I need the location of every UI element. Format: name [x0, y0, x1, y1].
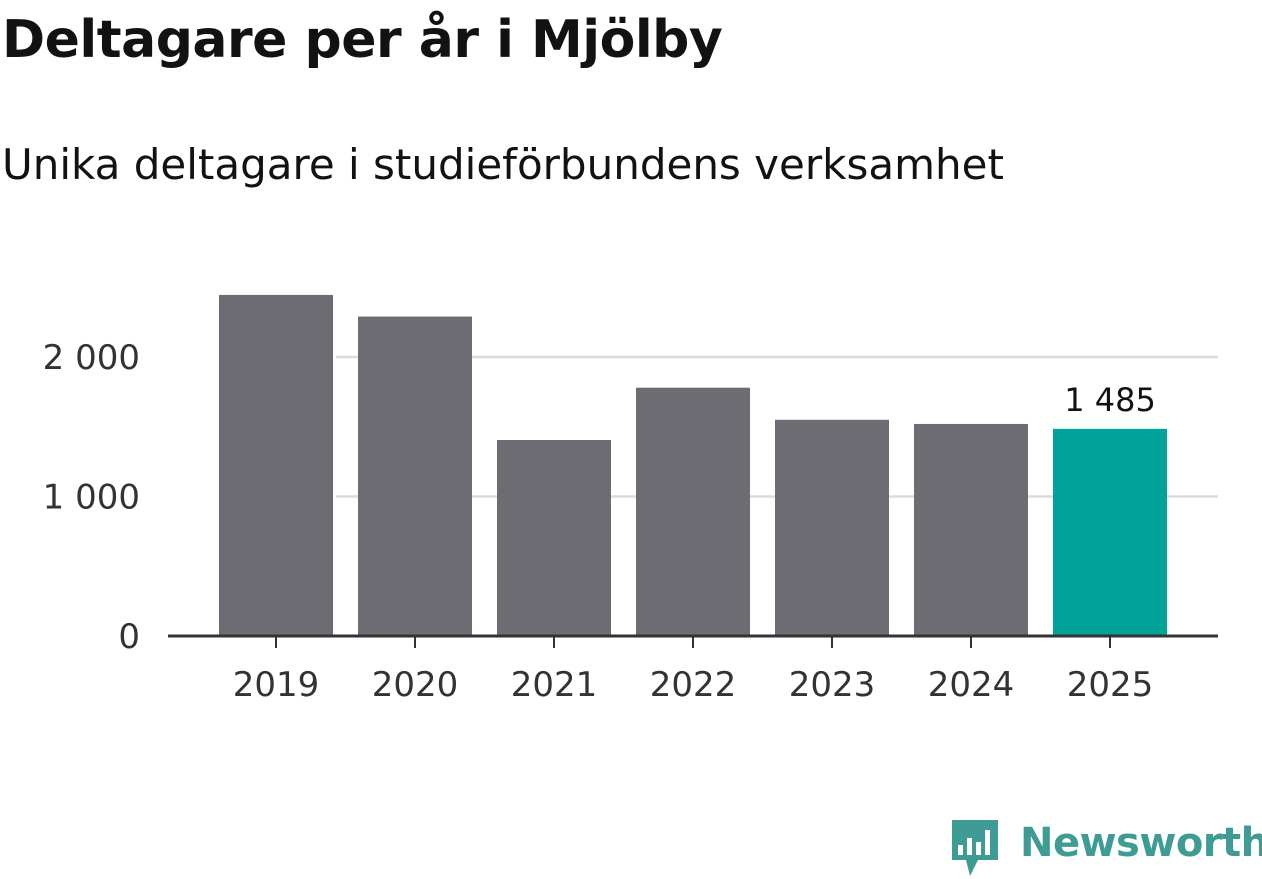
x-tick-label: 2020 — [372, 665, 459, 705]
newsworthy-logo: Newsworthy — [948, 818, 1262, 878]
labels: 0 1 000 2 000 1 485 2019 2020 2021 2022 2023 2024… — [43, 338, 1156, 705]
bar-2025 — [1053, 428, 1167, 636]
y-tick-label: 2 000 — [43, 338, 140, 378]
bar-2021 — [497, 440, 611, 636]
x-tick-label: 2025 — [1067, 665, 1154, 705]
bar-2024 — [914, 423, 1028, 636]
x-tick-label: 2023 — [789, 665, 876, 705]
bars — [219, 294, 1167, 636]
newsworthy-logo-icon — [952, 820, 998, 876]
bar-2019 — [219, 294, 333, 636]
data-label: 1 485 — [1064, 381, 1156, 419]
x-tick-label: 2024 — [928, 665, 1015, 705]
bar-2020 — [358, 316, 472, 636]
bar-2022 — [636, 387, 750, 636]
x-tick-label: 2022 — [650, 665, 737, 705]
y-tick-label: 1 000 — [43, 478, 140, 518]
y-tick-label: 0 — [118, 617, 140, 657]
newsworthy-logo-text: Newsworthy — [1020, 820, 1262, 866]
x-tick-label: 2019 — [233, 665, 320, 705]
chart-title: Deltagare per år i Mjölby — [2, 10, 723, 70]
bar-2023 — [775, 419, 889, 636]
chart-subtitle: Unika deltagare i studieförbundens verks… — [2, 140, 1004, 189]
x-tick-label: 2021 — [511, 665, 598, 705]
axes — [168, 634, 1218, 648]
